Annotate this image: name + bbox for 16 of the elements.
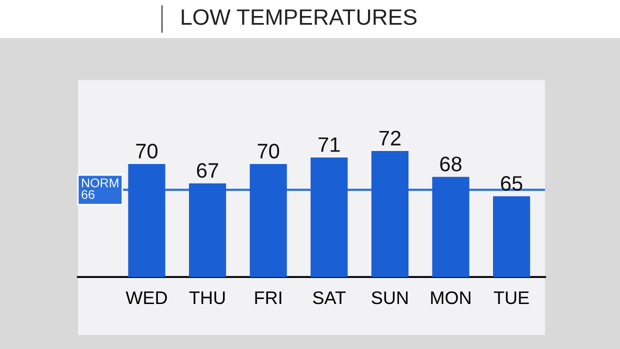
x-tick-label: SUN <box>372 291 408 304</box>
data-label: 71 <box>318 137 340 152</box>
data-label: 65 <box>501 176 522 191</box>
x-tick-label: THU <box>189 292 225 304</box>
ref-line-label: NORM 66 <box>82 178 118 199</box>
x-tick-label: SAT <box>313 291 346 304</box>
data-label: 67 <box>196 163 218 178</box>
x-tick-label: FRI <box>255 292 282 304</box>
data-label: 72 <box>379 130 400 146</box>
x-tick-label: WED <box>126 292 167 304</box>
data-label: 70 <box>258 144 280 158</box>
x-tick-label: TUE <box>494 292 529 304</box>
x-tick-label: MON <box>431 291 470 304</box>
data-label: 68 <box>440 156 462 172</box>
chart-title: LOW TEMPERATURES <box>182 9 416 25</box>
data-label: 70 <box>136 144 158 158</box>
